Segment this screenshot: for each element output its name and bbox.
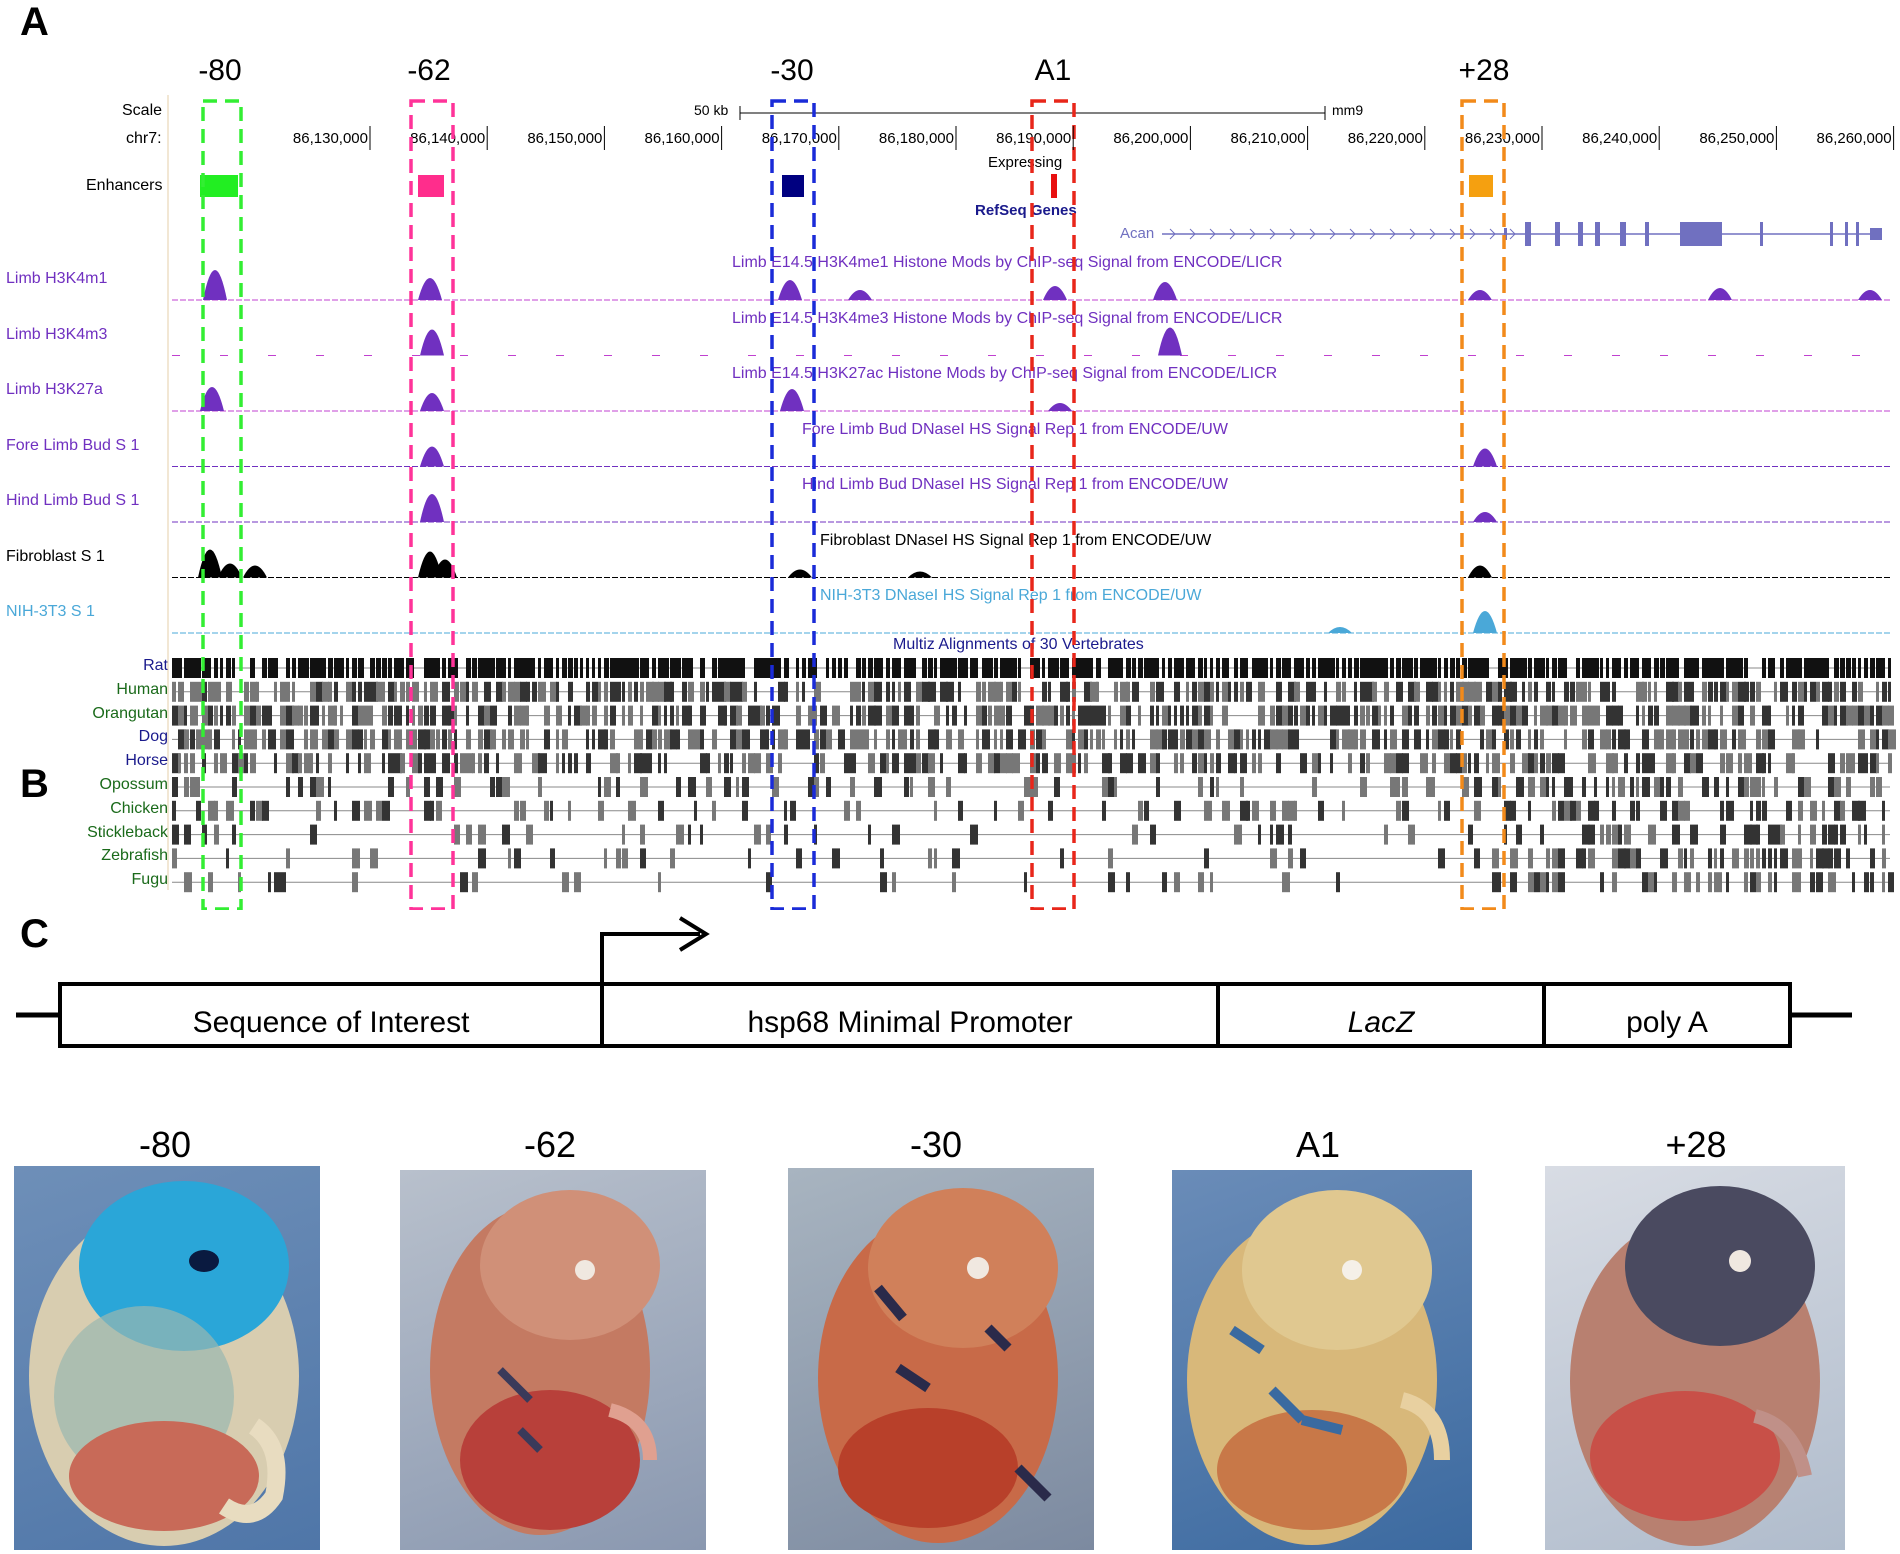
multiz-title: Multiz Alignments of 30 Vertebrates xyxy=(893,636,1144,653)
segment-poly-a: poly A xyxy=(1626,1006,1708,1039)
gene-label-acan: Acan xyxy=(1120,225,1155,242)
photo-label-a1: A1 xyxy=(1295,1124,1341,1165)
embryo-photo-m80 xyxy=(14,1166,320,1550)
embryo-photo-p28 xyxy=(1545,1166,1845,1550)
panel-letter-b: B xyxy=(20,762,49,806)
species-label: Chicken xyxy=(110,799,168,817)
chrom-label: chr7: xyxy=(126,130,162,147)
track-title: NIH-3T3 DNaseI HS Signal Rep 1 from ENCO… xyxy=(820,587,1202,604)
track-title: Fore Limb Bud DNaseI HS Signal Rep 1 fro… xyxy=(802,420,1228,438)
enhancer-block-m30 xyxy=(782,175,804,197)
enhancer-block-p28 xyxy=(1469,175,1493,197)
species-label: Horse xyxy=(125,752,168,770)
photo-label-m30: -30 xyxy=(909,1124,963,1165)
species-label: Opossum xyxy=(99,776,168,793)
enhancer-block-m62 xyxy=(418,175,444,197)
coordinate-tick-label: 86,160,000 xyxy=(644,130,720,147)
coordinate-tick-label: 86,130,000 xyxy=(292,130,368,147)
highlight-box-m62 xyxy=(409,99,455,910)
track-label: Limb H3K27a xyxy=(6,381,103,398)
species-label: Human xyxy=(116,680,168,698)
acan-gene-model xyxy=(1162,222,1882,246)
coordinate-tick-label: 86,250,000 xyxy=(1699,130,1775,147)
genome-browser-graphic xyxy=(167,95,1896,910)
photo-label-m62: -62 xyxy=(523,1124,577,1165)
highlight-box-m30 xyxy=(770,99,816,910)
track-title: Limb E14.5 H3K4me1 Histone Mods by ChIP-… xyxy=(732,254,1283,271)
photo-label-m80: -80 xyxy=(138,1124,192,1165)
enhancer-block-a1 xyxy=(1051,174,1057,198)
track-title: Limb E14.5 H3K27ac Histone Mods by ChIP-… xyxy=(732,365,1278,382)
coordinate-tick-label: 86,210,000 xyxy=(1230,130,1306,147)
track-title: Hind Limb Bud DNaseI HS Signal Rep 1 fro… xyxy=(802,476,1228,493)
panel-letter-c: C xyxy=(20,912,49,956)
track-label: Hind Limb Bud S 1 xyxy=(6,492,140,509)
segment-lacz: LacZ xyxy=(1348,1006,1416,1039)
coordinate-tick-label: 86,200,000 xyxy=(1113,130,1189,147)
enhancers-track-label: Enhancers xyxy=(86,177,163,194)
coordinate-tick-label: 86,220,000 xyxy=(1347,130,1423,147)
panel-letter-a: A xyxy=(20,0,49,44)
track-label: Fibroblast S 1 xyxy=(6,547,105,565)
track-title: Fibroblast DNaseI HS Signal Rep 1 from E… xyxy=(820,531,1212,549)
highlight-box-p28 xyxy=(1460,99,1506,910)
assembly-label: mm9 xyxy=(1332,102,1364,118)
enhancer-block-m80 xyxy=(200,175,238,197)
construct-diagram: Sequence of Interest hsp68 Minimal Promo… xyxy=(16,916,1852,1048)
species-label: Fugu xyxy=(131,871,168,889)
embryo-photo-a1 xyxy=(1172,1170,1472,1550)
refseq-title: RefSeq Genes xyxy=(975,202,1077,219)
embryo-photo-m62 xyxy=(400,1170,706,1550)
enhancer-label-a1: A1 xyxy=(1034,54,1072,87)
species-label: Orangutan xyxy=(92,704,168,722)
track-label: Fore Limb Bud S 1 xyxy=(6,436,140,454)
species-label: Stickleback xyxy=(87,823,168,841)
segment-sequence-of-interest: Sequence of Interest xyxy=(193,1006,471,1039)
scale-bar-label: 50 kb xyxy=(694,102,729,118)
embryo-photo-m30 xyxy=(788,1168,1094,1550)
track-label: Limb H3K4m3 xyxy=(6,325,108,343)
coordinate-tick-label: 86,180,000 xyxy=(878,130,954,147)
species-label: Zebrafish xyxy=(101,847,168,865)
species-label: Rat xyxy=(143,657,168,674)
coordinate-tick-label: 86,140,000 xyxy=(410,130,486,147)
highlight-box-a1 xyxy=(1030,99,1076,910)
segment-hsp68-promoter: hsp68 Minimal Promoter xyxy=(747,1006,1072,1039)
photo-label-p28: +28 xyxy=(1665,1124,1727,1165)
coordinate-tick-label: 86,150,000 xyxy=(527,130,603,147)
track-title: Limb E14.5 H3K4me3 Histone Mods by ChIP-… xyxy=(732,309,1283,327)
enhancer-label-p28: +28 xyxy=(1458,54,1510,87)
scale-label: Scale xyxy=(122,102,163,119)
coordinate-tick-label: 86,170,000 xyxy=(761,130,837,147)
enhancer-label-m62: -62 xyxy=(407,54,451,87)
enhancer-label-m80: -80 xyxy=(198,54,242,87)
track-label: NIH-3T3 S 1 xyxy=(6,603,95,620)
coordinate-tick-label: 86,260,000 xyxy=(1816,130,1892,147)
species-label: Dog xyxy=(138,728,168,746)
coordinate-tick-label: 86,240,000 xyxy=(1582,130,1658,147)
enhancer-label-m30: -30 xyxy=(770,54,814,87)
expressing-label: Expressing xyxy=(988,154,1063,171)
track-label: Limb H3K4m1 xyxy=(6,270,108,287)
highlight-box-m80 xyxy=(201,99,243,910)
